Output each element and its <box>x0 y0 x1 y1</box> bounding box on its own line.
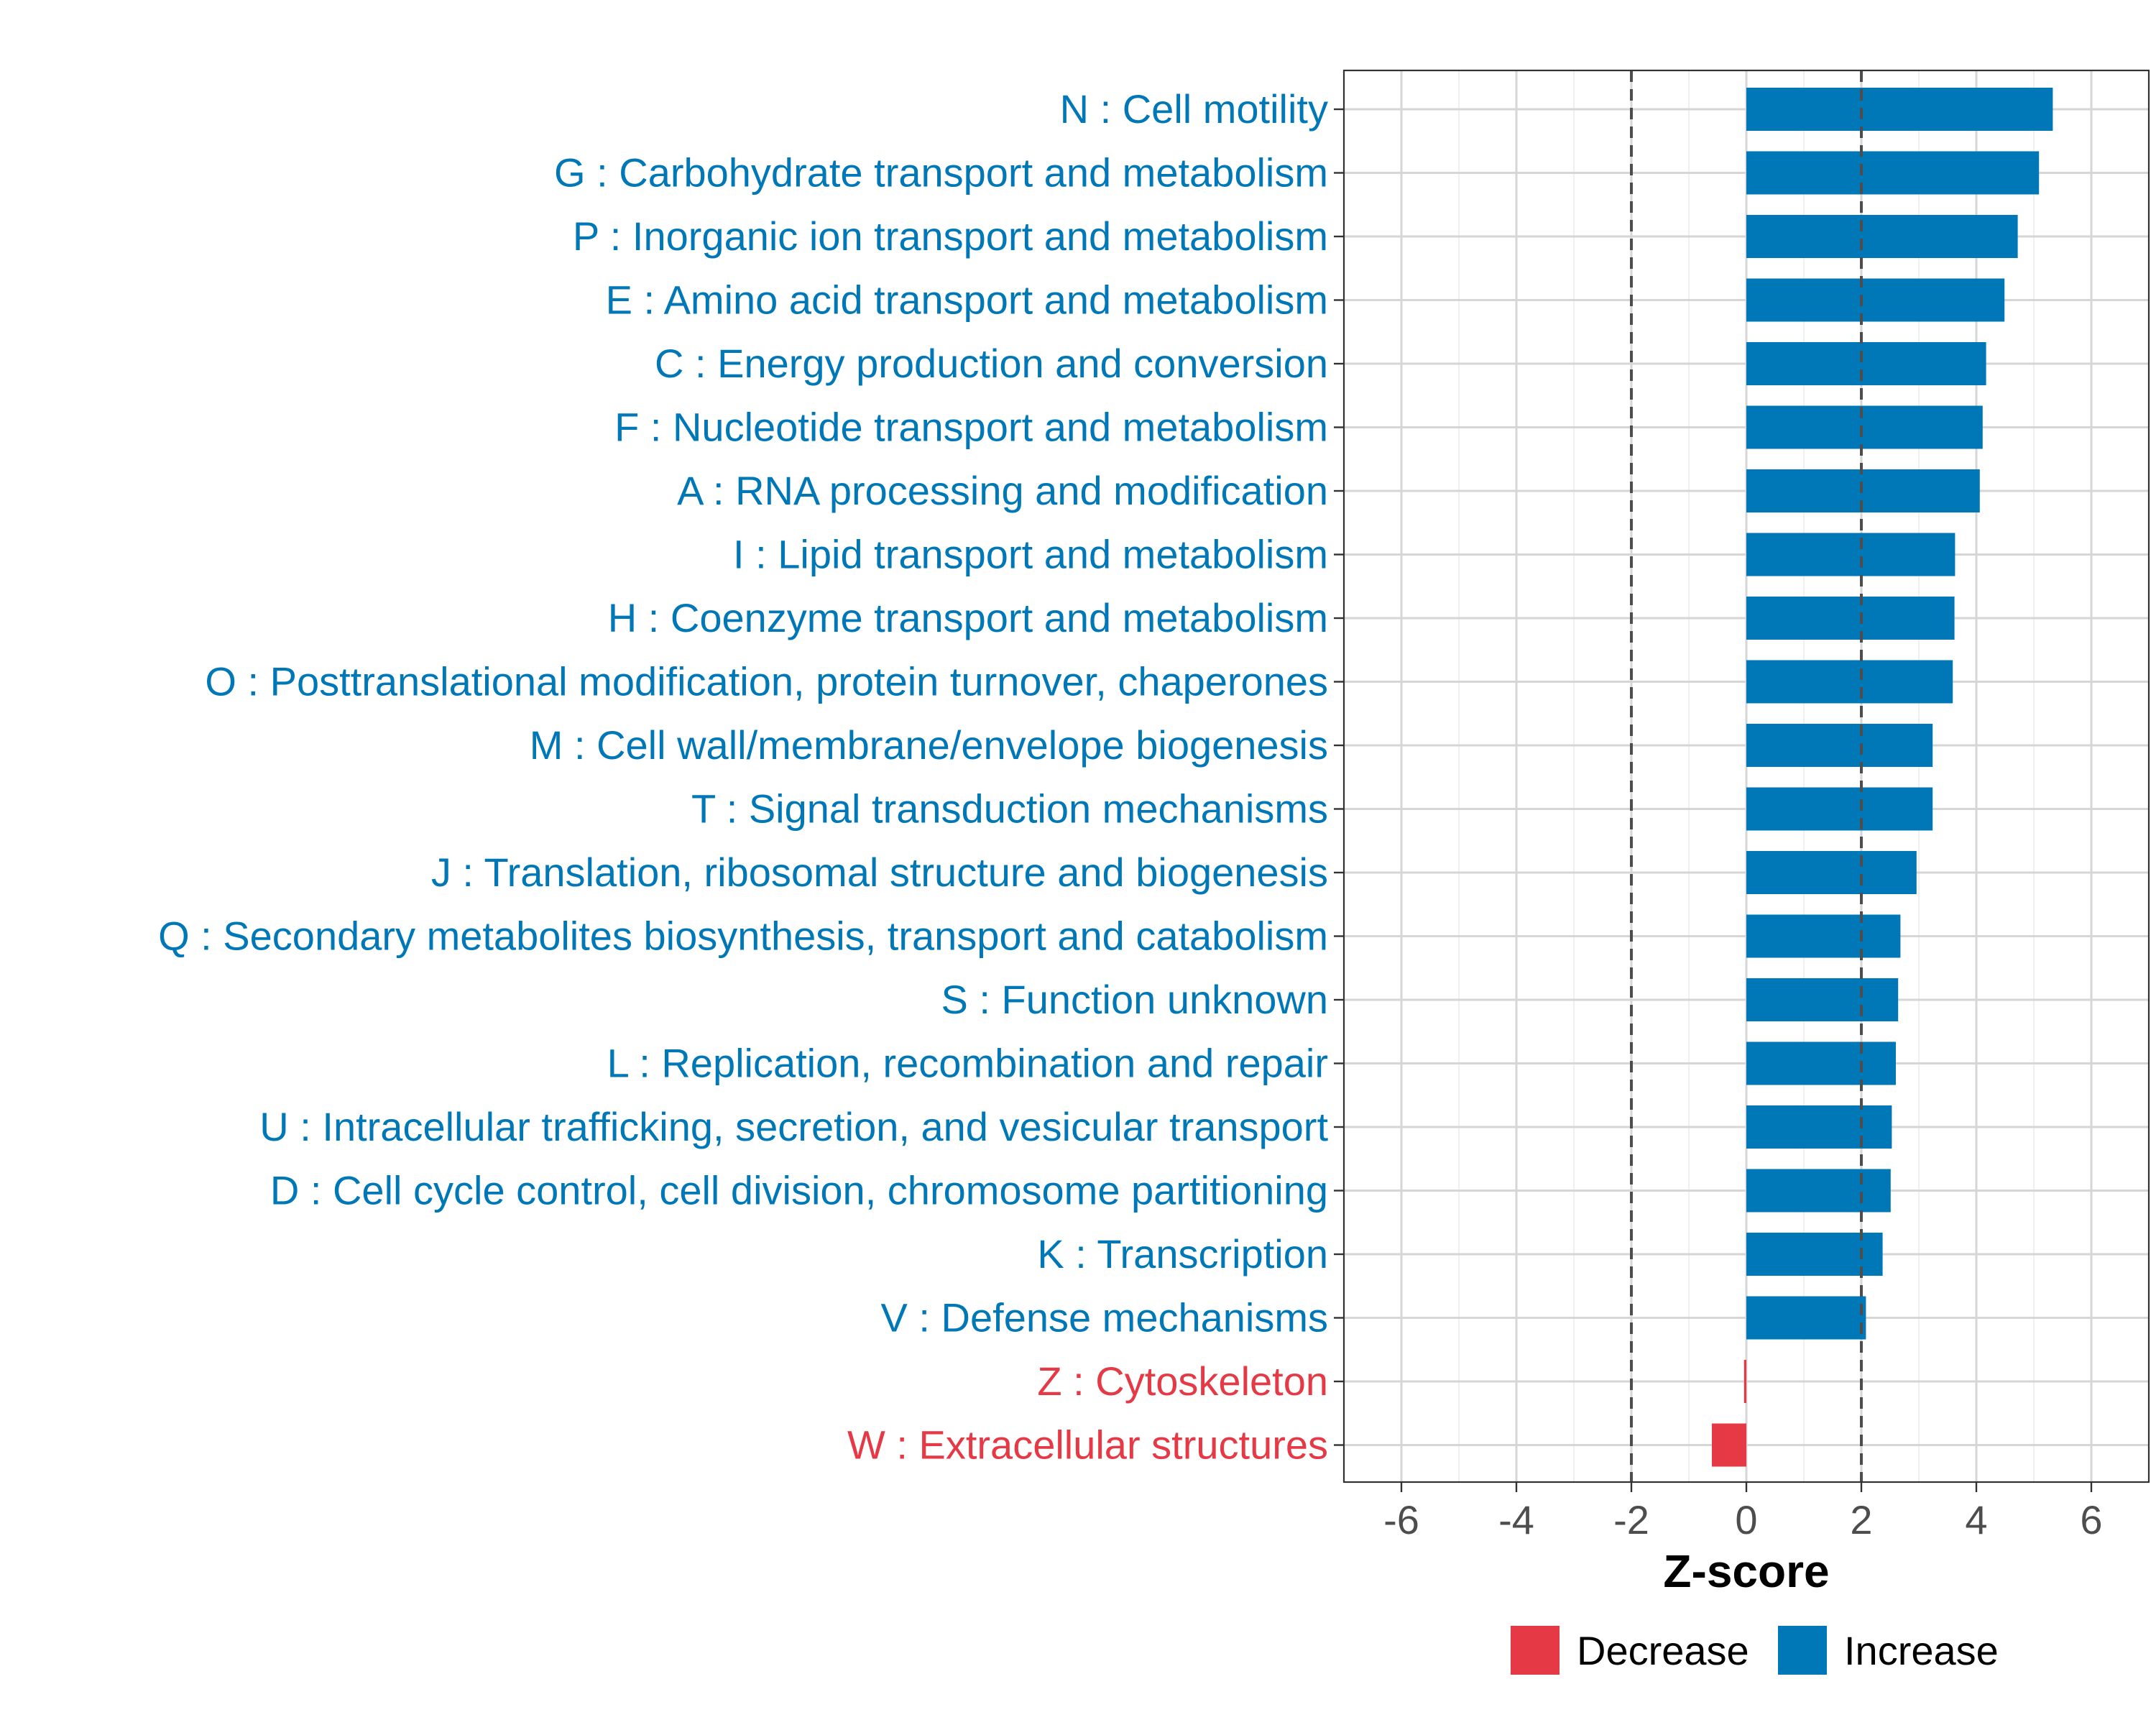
category-label: N : Cell motility <box>1060 86 1328 132</box>
bar-w <box>1712 1423 1746 1467</box>
y-axis-labels: N : Cell motility G : Carbohydrate transp… <box>158 86 1328 1468</box>
bar-u <box>1746 1105 1892 1149</box>
category-label: C : Energy production and conversion <box>655 341 1328 386</box>
x-tick-label: -4 <box>1498 1497 1534 1542</box>
category-label: P : Inorganic ion transport and metaboli… <box>573 213 1328 259</box>
bar-l <box>1746 1041 1896 1085</box>
bar-e <box>1746 278 2005 322</box>
category-label: L : Replication, recombination and repai… <box>607 1041 1328 1086</box>
category-label: M : Cell wall/membrane/envelope biogenes… <box>530 722 1328 768</box>
category-label: T : Signal transduction mechanisms <box>691 786 1328 832</box>
legend-label-decrease: Decrease <box>1577 1628 1749 1673</box>
legend: Decrease Increase <box>1511 1626 1999 1675</box>
legend-key-increase <box>1778 1626 1827 1675</box>
x-axis-ticks: -6 -4 -2 0 2 4 6 <box>1383 1482 2103 1542</box>
category-label: H : Coenzyme transport and metabolism <box>608 595 1328 640</box>
bar-o <box>1746 660 1953 704</box>
bar-t <box>1746 787 1933 831</box>
bar-v <box>1746 1296 1866 1340</box>
bar-g <box>1746 151 2040 195</box>
category-label: Z : Cytoskeleton <box>1037 1358 1328 1404</box>
bars <box>1712 88 2053 1467</box>
category-label: G : Carbohydrate transport and metabolis… <box>554 150 1328 196</box>
bar-n <box>1746 88 2053 131</box>
x-tick-label: 6 <box>2080 1497 2102 1542</box>
category-label: E : Amino acid transport and metabolism <box>606 277 1328 323</box>
category-label: U : Intracellular trafficking, secretion… <box>259 1104 1328 1149</box>
x-tick-label: 0 <box>1735 1497 1757 1542</box>
bar-s <box>1746 978 1899 1021</box>
category-label: W : Extracellular structures <box>847 1422 1328 1468</box>
bar-z <box>1743 1360 1746 1403</box>
category-label: Q : Secondary metabolites biosynthesis, … <box>158 914 1328 959</box>
category-label: A : RNA processing and modification <box>677 468 1328 513</box>
threshold-lines <box>1630 70 1863 1482</box>
category-label: O : Posttranslational modification, prot… <box>205 659 1328 704</box>
bar-f <box>1746 405 1983 449</box>
category-label: I : Lipid transport and metabolism <box>733 532 1328 577</box>
legend-label-increase: Increase <box>1844 1628 1999 1673</box>
bar-i <box>1746 533 1955 576</box>
bar-j <box>1746 851 1917 894</box>
x-tick-label: 4 <box>1965 1497 1987 1542</box>
x-tick-label: 2 <box>1850 1497 1872 1542</box>
bar-h <box>1746 597 1955 640</box>
bar-c <box>1746 342 1986 385</box>
bar-p <box>1746 215 2018 258</box>
x-axis-title: Z-score <box>1663 1545 1829 1597</box>
category-label: K : Transcription <box>1037 1231 1328 1276</box>
bar-d <box>1746 1169 1891 1213</box>
bar-m <box>1746 724 1933 767</box>
category-label: F : Nucleotide transport and metabolism <box>614 405 1328 450</box>
category-label: S : Function unknown <box>941 977 1328 1022</box>
y-axis-ticks <box>1334 108 1344 1446</box>
category-label: J : Translation, ribosomal structure and… <box>431 850 1328 895</box>
bar-a <box>1746 469 1980 512</box>
x-tick-label: -2 <box>1613 1497 1649 1542</box>
category-label: V : Defense mechanisms <box>881 1295 1328 1340</box>
category-label: D : Cell cycle control, cell division, c… <box>270 1168 1328 1213</box>
legend-key-decrease <box>1511 1626 1560 1675</box>
x-tick-label: -6 <box>1383 1497 1419 1542</box>
bar-q <box>1746 914 1901 958</box>
